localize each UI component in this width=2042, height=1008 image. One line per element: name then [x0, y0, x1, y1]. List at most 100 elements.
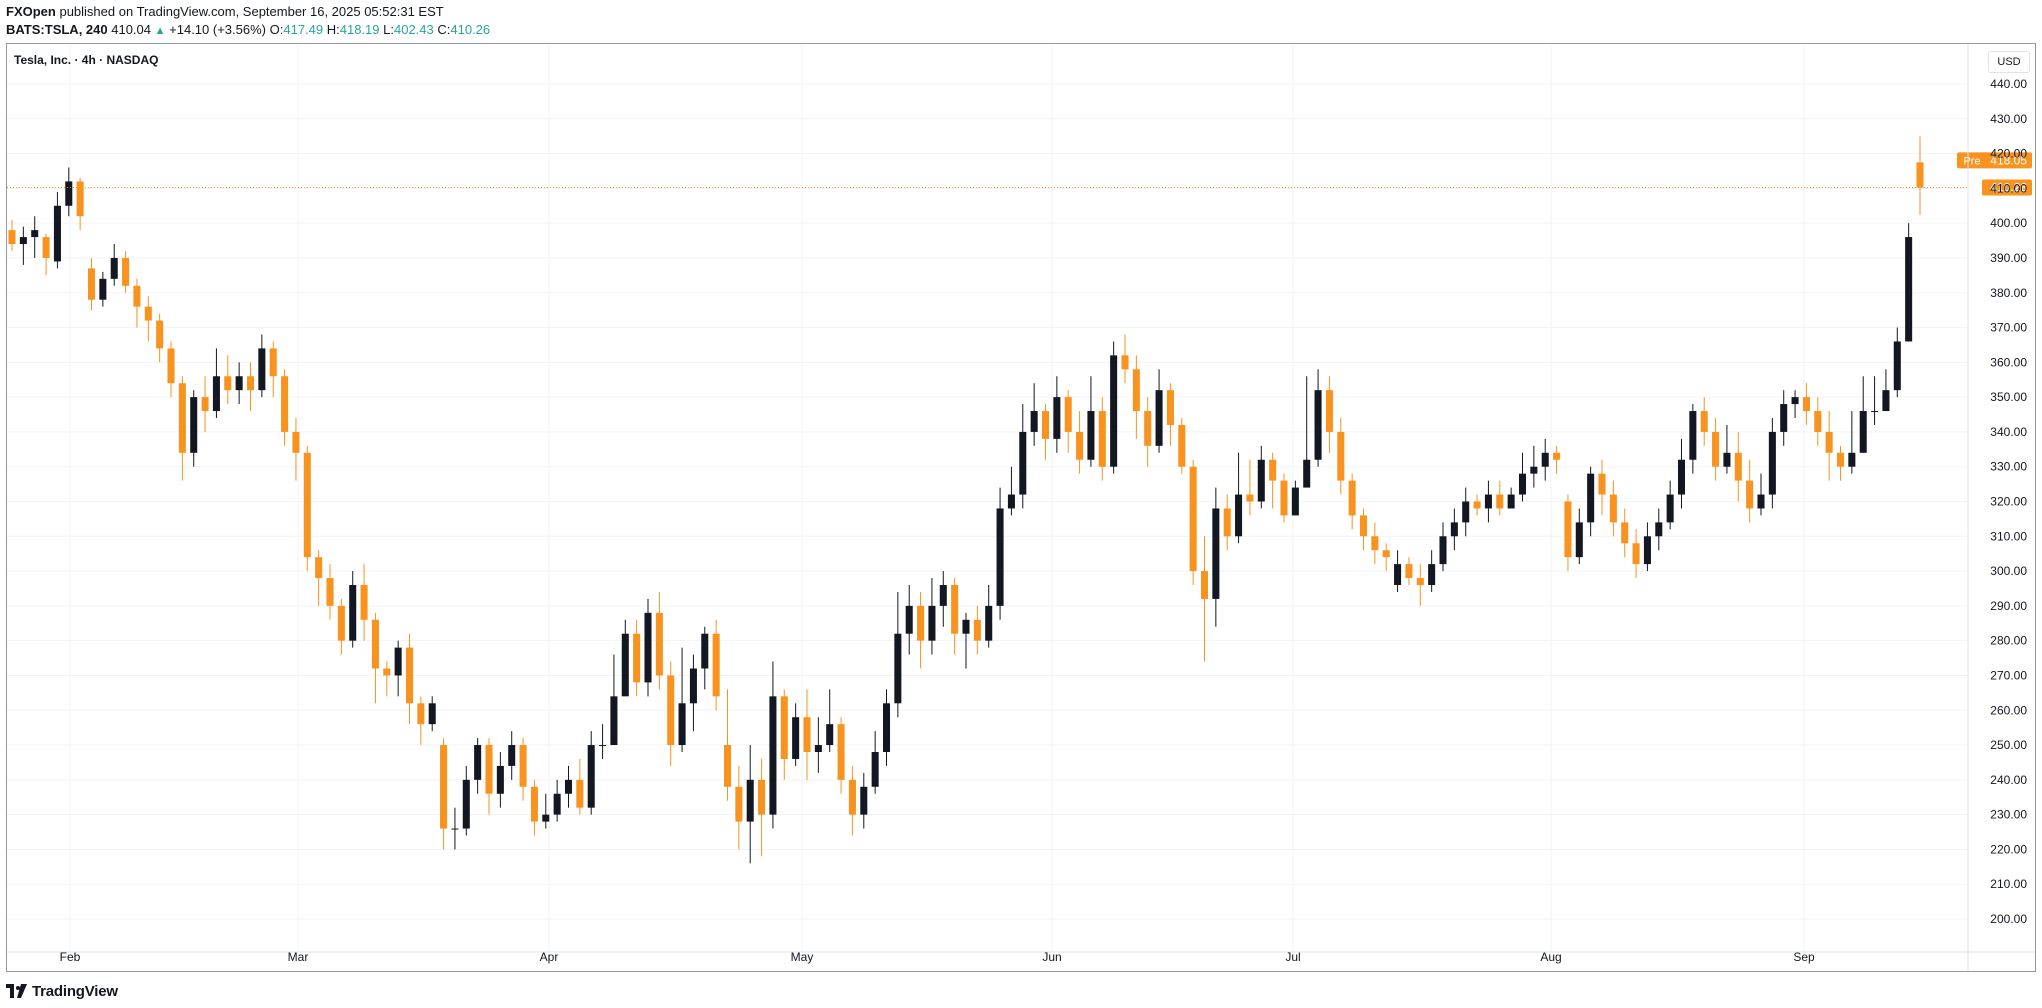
candle-body — [110, 257, 118, 279]
candle-body — [1689, 411, 1697, 460]
candle-body — [1768, 431, 1776, 495]
candle-body — [905, 605, 913, 634]
chart-legend: Tesla, Inc. · 4h · NASDAQ — [14, 53, 159, 67]
x-tick-label: Aug — [1540, 950, 1561, 964]
candle-body — [1541, 452, 1549, 467]
candle-body — [1462, 501, 1470, 523]
candle-body — [792, 717, 800, 759]
currency-button[interactable]: USD — [1988, 51, 2030, 73]
candle-body — [1746, 480, 1754, 509]
candle-body — [394, 647, 402, 676]
candle-body — [42, 237, 50, 258]
candle-body — [962, 619, 970, 634]
publish-info: FXOpen published on TradingView.com, Sep… — [6, 3, 444, 20]
candle-body — [1859, 411, 1867, 453]
candle-body — [1439, 536, 1447, 565]
candle-body — [1235, 494, 1243, 537]
last-price-label: 410.26 — [1990, 180, 2027, 194]
candle-body — [1200, 571, 1209, 599]
candle-body — [758, 779, 766, 815]
candle-body — [928, 605, 936, 641]
candle-body — [769, 696, 777, 815]
candle-body — [405, 647, 414, 704]
tradingview-logo-icon — [6, 984, 27, 998]
candle-body — [826, 724, 834, 746]
candle-body — [655, 612, 663, 676]
candle-body — [1371, 536, 1379, 551]
candle-body — [871, 752, 879, 787]
y-tick-label: 310.00 — [1990, 529, 2027, 543]
candle-body — [1019, 431, 1027, 495]
candle-body — [1802, 397, 1810, 412]
candle-body — [1110, 355, 1118, 467]
candle-body — [587, 745, 595, 808]
candle-body — [1030, 411, 1038, 432]
candle-body — [1791, 397, 1799, 405]
axes: 440.00 430.00 420.00 410.00 400.00 390.00 380.… — [7, 44, 2035, 971]
candle-body — [258, 348, 266, 391]
x-tick-label: Apr — [540, 950, 559, 964]
candle-body — [496, 765, 504, 794]
candle-body — [610, 696, 618, 746]
candle-body — [1712, 431, 1720, 467]
candle-body — [882, 703, 891, 752]
y-tick-label: 210.00 — [1990, 877, 2027, 891]
y-tick-label: 280.00 — [1990, 634, 2027, 648]
y-tick-label: 260.00 — [1990, 703, 2027, 717]
y-tick-label: 240.00 — [1990, 773, 2027, 787]
tradingview-brand: TradingView — [32, 982, 118, 1000]
candle-body — [553, 793, 561, 815]
candle-body — [1325, 390, 1333, 432]
candle-body — [1394, 564, 1402, 585]
candle-body — [1655, 522, 1663, 537]
candle-body — [667, 675, 675, 746]
candle-body — [315, 557, 323, 579]
grid — [7, 44, 1968, 952]
candle-body — [1723, 452, 1731, 467]
candle-body — [1882, 390, 1890, 412]
candle-body — [440, 745, 448, 829]
pre-market-tag: Pre — [1963, 155, 1980, 167]
last-price: 410.04 — [111, 22, 151, 37]
candle-body — [633, 633, 641, 683]
candle-body — [462, 779, 470, 829]
candle-body — [1473, 501, 1481, 509]
candle-body — [156, 320, 164, 349]
candle-body — [973, 619, 981, 641]
candle-body — [644, 612, 652, 683]
candle-body — [292, 431, 300, 453]
candle-body — [951, 585, 959, 634]
candle-body — [371, 619, 379, 669]
y-tick-label: 340.00 — [1990, 425, 2027, 439]
candle-body — [1076, 431, 1084, 460]
candle-body — [1291, 487, 1299, 516]
candle-body — [1212, 508, 1220, 599]
candle-body — [1382, 550, 1390, 558]
candle-body — [1564, 501, 1572, 558]
candle-body — [451, 828, 459, 830]
y-tick-label: 370.00 — [1990, 321, 2027, 335]
candle-body — [894, 633, 902, 704]
candle-body — [1314, 390, 1322, 460]
y-tick-label: 290.00 — [1990, 599, 2027, 613]
candle-body — [1348, 480, 1356, 516]
candle-body — [848, 779, 856, 815]
publisher-name[interactable]: FXOpen — [6, 4, 56, 19]
candle-body — [99, 278, 107, 300]
candle-body — [621, 633, 629, 697]
y-tick-label: 200.00 — [1990, 912, 2027, 926]
candle-body — [224, 376, 232, 391]
candle-body — [1303, 459, 1311, 488]
open-label: O: — [269, 22, 284, 37]
candle-body — [1189, 466, 1197, 572]
candle-body — [201, 397, 209, 412]
y-tick-label: 440.00 — [1990, 77, 2027, 91]
tradingview-footer[interactable]: TradingView — [6, 981, 118, 1001]
price-change: +14.10 (+3.56%) — [169, 22, 266, 37]
symbol-label: BATS:TSLA, 240 — [6, 22, 108, 37]
candle-body — [1814, 411, 1822, 432]
x-tick-label: May — [791, 950, 814, 964]
close-value: 410.26 — [450, 22, 491, 37]
low-label: L: — [383, 22, 394, 37]
